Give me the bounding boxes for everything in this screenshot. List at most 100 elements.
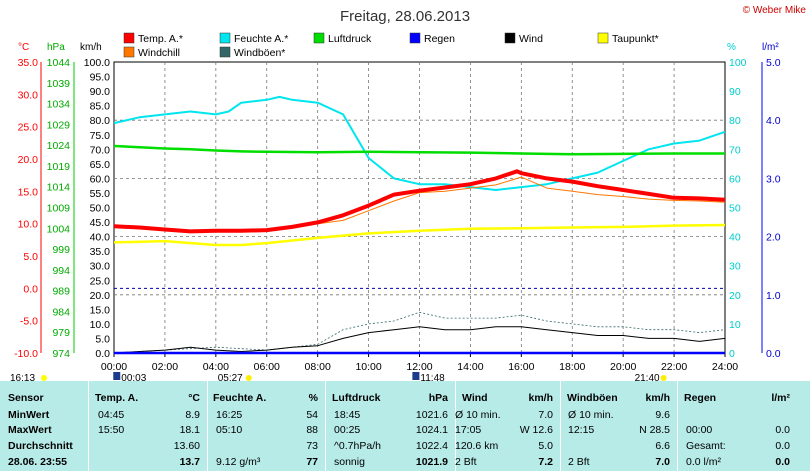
press-time: 00:25 (334, 424, 361, 436)
legend-swatch (219, 46, 231, 58)
weather-chart: Freitag, 28.06.2013 © Weber Mike Temp. A… (10, 5, 807, 381)
wind-value: 7.0 (538, 409, 553, 421)
sunset-icon (660, 375, 667, 381)
brand-label: © Weber Mike (743, 5, 807, 16)
series-group (113, 95, 726, 355)
wind-desc: Ø 10 min. (455, 409, 501, 421)
legend-swatch (597, 32, 609, 44)
temp-tick: 15.0 (18, 186, 39, 198)
press-time: ^0.7hPa/h (334, 440, 381, 452)
speed-tick: 0.0 (95, 348, 110, 360)
wind-value: 7.2 (538, 456, 553, 468)
hum-tick: 90 (729, 86, 741, 98)
temp-tick: 0.0 (23, 283, 38, 295)
time-tick: 14:00 (457, 361, 483, 373)
speed-tick: 10.0 (90, 319, 111, 331)
speed-tick: 85.0 (90, 101, 111, 113)
rain-desc: 0.0 l/m² (686, 456, 722, 468)
hum-tick: 30 (729, 261, 741, 273)
table-separator (325, 381, 326, 471)
series-wind (113, 326, 726, 354)
grid (114, 62, 725, 353)
time-tick: 10:00 (355, 361, 381, 373)
press-tick: 1019 (47, 161, 71, 173)
speed-tick: 100.0 (84, 57, 110, 69)
press-tick: 1039 (47, 78, 71, 90)
press-tick: 1024 (47, 140, 71, 152)
temp-tick: -10.0 (14, 348, 38, 360)
table-separator (455, 381, 456, 471)
hum-time: 16:25 (216, 409, 243, 421)
hum-tick: 80 (729, 115, 741, 127)
legend-label: Regen (424, 33, 455, 45)
table-header: Windböen (567, 392, 618, 404)
press-tick: 1009 (47, 203, 71, 215)
legend-swatch (219, 32, 231, 44)
moonrise-label: 16:13 (10, 373, 35, 381)
press-tick: 1004 (47, 223, 71, 235)
rain-tick: 2.0 (766, 232, 781, 244)
legend-label: Windchill (138, 47, 180, 59)
stats-table: Sensor Temp. A. °C Feuchte A.% Luftdruck hPa W… (0, 381, 810, 471)
row-label: MaxWert (8, 424, 52, 436)
events: 16:13 00:03 05:27 11:48 21:40 (10, 372, 667, 381)
hum-value: 77 (306, 456, 318, 468)
row-label: 28.06. 23:55 (8, 456, 67, 468)
gust-value: 7.0 (655, 456, 670, 468)
speed-tick: 45.0 (90, 217, 111, 229)
press-tick: 994 (52, 265, 70, 277)
temp-time: 15:50 (98, 424, 125, 436)
rain-desc: Gesamt: (686, 440, 726, 452)
table-header: km/h (645, 392, 670, 404)
sunrise-label: 05:27 (218, 373, 243, 381)
temp-tick: 5.0 (23, 251, 38, 263)
speed-tick: 15.0 (90, 304, 111, 316)
speed-tick: 20.0 (90, 290, 111, 302)
hum-tick: 40 (729, 232, 741, 244)
legend-label: Luftdruck (328, 33, 372, 45)
gust-desc: 12:15 (568, 424, 595, 436)
press-value: 1021.6 (415, 409, 448, 421)
speed-tick: 95.0 (90, 72, 111, 84)
speed-tick: 80.0 (90, 115, 111, 127)
legend-swatch (504, 32, 516, 44)
wind-desc: 2 Bft (455, 456, 477, 468)
table-header: km/h (528, 392, 553, 404)
time-tick: 00:00 (101, 361, 127, 373)
temp-value: 8.9 (185, 409, 200, 421)
table-header: l/m² (771, 392, 790, 404)
press-time: sonnig (334, 456, 365, 468)
rain-tick: 5.0 (766, 57, 781, 69)
wind-value: W 12.6 (519, 424, 553, 436)
moonphase-icon (412, 372, 420, 380)
speed-tick: 30.0 (90, 261, 111, 273)
time-tick: 18:00 (559, 361, 585, 373)
series-taupunkt (113, 223, 726, 247)
moonphase-icon (113, 372, 121, 380)
rain-unit: l/m² (762, 42, 779, 53)
hum-time: 9.12 g/m³ (216, 456, 261, 468)
table-separator (677, 381, 678, 471)
table-header: Sensor (8, 392, 44, 404)
speed-tick: 40.0 (90, 232, 111, 244)
hum-value: 54 (306, 409, 318, 421)
press-value: 1022.4 (415, 440, 448, 452)
x-axis: 00:00 02:00 04:00 06:00 08:00 10:00 12:00 14:00… (101, 353, 738, 373)
time-tick: 16:00 (508, 361, 534, 373)
time-tick: 22:00 (661, 361, 687, 373)
mark1-label: 00:03 (121, 373, 146, 381)
press-tick: 979 (52, 327, 70, 339)
press-tick: 999 (52, 244, 70, 256)
hum-value: 73 (306, 440, 318, 452)
speed-tick: 75.0 (90, 130, 111, 142)
hum-tick: 20 (729, 290, 741, 302)
legend-label: Wind (519, 33, 543, 45)
temp-tick: 30.0 (18, 89, 39, 101)
temp-value: 13.60 (173, 440, 200, 452)
hum-tick: 0 (729, 348, 735, 360)
series-luftdruck (113, 144, 725, 156)
press-tick: 1014 (47, 182, 71, 194)
table-separator (560, 381, 561, 471)
temp-tick: 35.0 (18, 57, 39, 69)
speed-tick: 65.0 (90, 159, 111, 171)
